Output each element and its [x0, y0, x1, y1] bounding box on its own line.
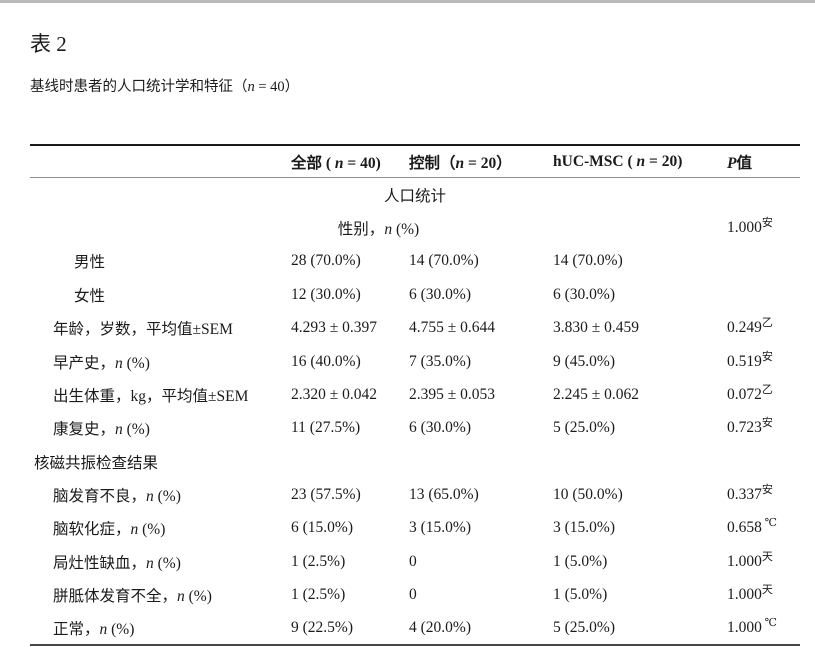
cell-total: 6 (15.0%)	[291, 519, 353, 537]
row-label: 早产史，n (%)	[53, 354, 150, 372]
cell-total: 28 (70.0%)	[291, 252, 361, 270]
pvalue-superscript: 安	[761, 350, 773, 363]
cell-hucmsc: 2.245 ± 0.062	[553, 385, 640, 403]
window-top-edge	[0, 0, 815, 3]
cell-control: 0	[409, 586, 417, 604]
table-row-encephalomalacia: 脑软化症，n (%) 6 (15.0%) 3 (15.0%) 3 (15.0%)…	[30, 512, 800, 545]
cell-pvalue: 0.519安	[727, 350, 773, 370]
cell-pvalue	[727, 278, 800, 311]
cell-control: 4 (20.0%)	[409, 619, 471, 637]
cell-hucmsc: 1 (5.0%)	[553, 552, 608, 570]
table-row-rehab-history: 康复史，n (%) 11 (27.5%) 6 (30.0%) 5 (25.0%)…	[30, 412, 800, 445]
cell-total: 1 (2.5%)	[291, 586, 346, 604]
cell-total: 2.320 ± 0.042	[291, 385, 378, 403]
cell-total: 9 (22.5%)	[291, 619, 353, 637]
table-row-age: 年龄，岁数，平均值±SEM 4.293 ± 0.397 4.755 ± 0.64…	[30, 311, 800, 344]
column-header-control: 控制（n = 20）	[409, 144, 553, 179]
cell-pvalue: 1.000天	[727, 584, 773, 604]
cell-total: 23 (57.5%)	[291, 486, 361, 504]
pvalue-superscript: 乙	[761, 383, 773, 396]
column-header-label	[30, 144, 291, 179]
column-header-pvalue: P值	[727, 144, 800, 179]
pvalue-superscript: 安	[761, 216, 773, 229]
section-row-mri-findings: 核磁共振检查结果	[30, 445, 800, 478]
row-label: 女性	[74, 287, 106, 305]
header-row: 全部 ( n = 40) 控制（n = 20） hUC-MSC ( n = 20…	[30, 144, 800, 179]
table-row-male: 男性 28 (70.0%) 14 (70.0%) 14 (70.0%)	[30, 245, 800, 278]
cell-hucmsc: 1 (5.0%)	[553, 586, 608, 604]
cell-pvalue: 1.000天	[727, 550, 773, 570]
cell-total: 12 (30.0%)	[291, 285, 361, 303]
cell-pvalue: 1.000安	[727, 216, 773, 236]
cell-control: 6 (30.0%)	[409, 419, 471, 437]
table-row-normal: 正常，n (%) 9 (22.5%) 4 (20.0%) 5 (25.0%) 1…	[30, 612, 800, 645]
row-label: 男性	[74, 254, 106, 272]
cell-pvalue: 0.249乙	[727, 316, 773, 337]
cell-pvalue: 0.658 ℃	[727, 517, 777, 537]
pvalue-superscript: ℃	[761, 616, 777, 629]
cell-total: 1 (2.5%)	[291, 552, 346, 570]
cell-pvalue: 1.000 ℃	[727, 616, 777, 637]
table-row-brain-dysplasia: 脑发育不良，n (%) 23 (57.5%) 13 (65.0%) 10 (50…	[30, 478, 800, 511]
cell-control: 2.395 ± 0.053	[409, 385, 496, 403]
cell-hucmsc: 9 (45.0%)	[553, 352, 615, 370]
cell-control: 13 (65.0%)	[409, 486, 479, 504]
cell-control: 0	[409, 552, 417, 570]
cell-pvalue: 0.723安	[727, 417, 773, 437]
demographics-table: 全部 ( n = 40) 控制（n = 20） hUC-MSC ( n = 20…	[30, 143, 800, 647]
cell-hucmsc: 3 (15.0%)	[553, 519, 615, 537]
section-label: 人口统计	[383, 187, 446, 205]
table-row-gender: 性别，n (%) 1.000安	[30, 211, 800, 244]
pvalue-superscript: 安	[761, 483, 773, 496]
pvalue-superscript: 乙	[761, 316, 773, 329]
cell-control: 14 (70.0%)	[409, 252, 479, 270]
cell-hucmsc: 3.830 ± 0.459	[553, 319, 640, 337]
cell-hucmsc: 5 (25.0%)	[553, 619, 615, 637]
cell-hucmsc: 6 (30.0%)	[553, 285, 615, 303]
cell-control: 7 (35.0%)	[409, 352, 471, 370]
cell-control: 4.755 ± 0.644	[409, 319, 496, 337]
section-label: 核磁共振检查结果	[34, 454, 159, 472]
table-number-title: 表 2	[30, 32, 67, 56]
pvalue-superscript: ℃	[761, 517, 777, 530]
row-label: 年龄，岁数，平均值±SEM	[53, 321, 233, 339]
row-label: 出生体重，kg，平均值±SEM	[53, 387, 249, 405]
table-caption: 基线时患者的人口统计学和特征（n = 40）	[30, 79, 300, 96]
row-label: 脑发育不良，n (%)	[53, 488, 181, 506]
cell-hucmsc: 5 (25.0%)	[553, 419, 615, 437]
row-label: 脑软化症，n (%)	[53, 521, 166, 539]
table-row-birth-weight: 出生体重，kg，平均值±SEM 2.320 ± 0.042 2.395 ± 0.…	[30, 378, 800, 411]
cell-pvalue: 0.337安	[727, 483, 773, 504]
cell-hucmsc: 14 (70.0%)	[553, 252, 623, 270]
table-row-corpus-callosum: 胼胝体发育不全，n (%) 1 (2.5%) 0 1 (5.0%) 1.000天	[30, 579, 800, 612]
row-label: 性别，n (%)	[337, 220, 420, 238]
pvalue-superscript: 天	[761, 584, 773, 597]
table-row-female: 女性 12 (30.0%) 6 (30.0%) 6 (30.0%)	[30, 278, 800, 311]
section-row-demographics: 人口统计	[30, 178, 800, 211]
pvalue-superscript: 天	[761, 550, 773, 563]
pvalue-superscript: 安	[761, 417, 773, 430]
table-row-focal-ischemia: 局灶性缺血，n (%) 1 (2.5%) 0 1 (5.0%) 1.000天	[30, 545, 800, 578]
cell-control: 3 (15.0%)	[409, 519, 471, 537]
column-header-hucmsc: hUC-MSC ( n = 20)	[553, 144, 727, 179]
column-header-total: 全部 ( n = 40)	[291, 144, 409, 179]
cell-total: 16 (40.0%)	[291, 352, 361, 370]
row-label: 康复史，n (%)	[53, 421, 150, 439]
cell-pvalue: 0.072乙	[727, 383, 773, 403]
row-label: 局灶性缺血，n (%)	[53, 554, 181, 572]
row-label: 正常，n (%)	[53, 621, 135, 639]
table-row-preterm-history: 早产史，n (%) 16 (40.0%) 7 (35.0%) 9 (45.0%)…	[30, 345, 800, 378]
cell-total: 4.293 ± 0.397	[291, 319, 378, 337]
cell-control: 6 (30.0%)	[409, 285, 471, 303]
cell-hucmsc: 10 (50.0%)	[553, 486, 623, 504]
cell-total: 11 (27.5%)	[291, 419, 361, 437]
row-label: 胼胝体发育不全，n (%)	[53, 588, 212, 606]
cell-pvalue	[727, 245, 800, 278]
